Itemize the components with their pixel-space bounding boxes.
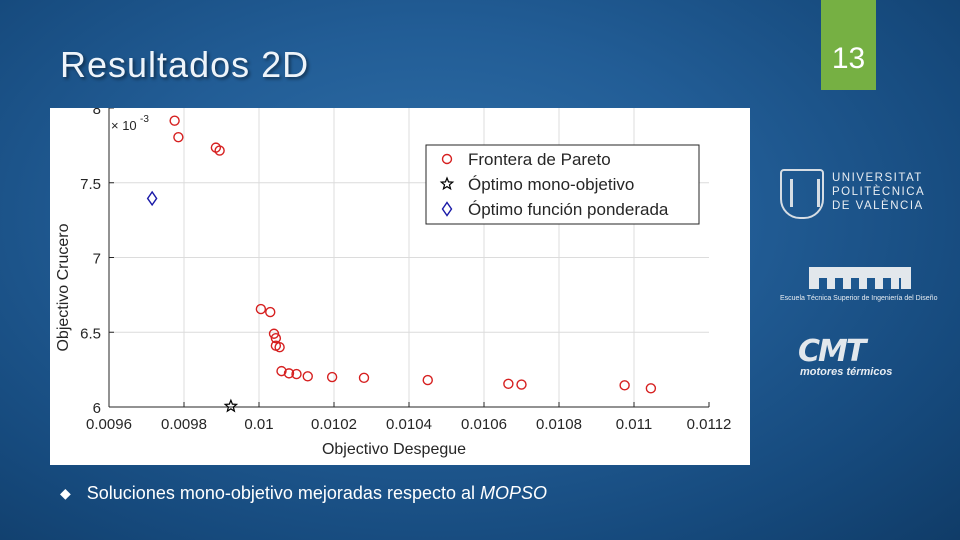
legend-label: Óptimo mono-objetivo <box>468 175 634 194</box>
etsid-logo: Escuela Técnica Superior de Ingeniería d… <box>780 267 938 307</box>
legend-label: Frontera de Pareto <box>468 150 611 169</box>
legend-marker-star <box>439 176 455 191</box>
data-point-circle <box>214 145 225 156</box>
etsid-building-icon <box>809 267 911 289</box>
diamond-bullet-icon: ◆ <box>60 485 71 501</box>
upv-name: UNIVERSITAT POLITÈCNICA DE VALÈNCIA <box>832 171 925 213</box>
page-number-badge: 13 <box>821 0 876 90</box>
data-point-circle <box>326 371 338 383</box>
data-point-circle <box>645 383 657 394</box>
x-tick-label: 0.01 <box>244 416 273 433</box>
data-point-circle <box>422 374 433 386</box>
etsid-text: Escuela Técnica Superior de Ingeniería d… <box>780 295 938 302</box>
y-tick-label: 6.5 <box>80 325 101 342</box>
data-point-circle <box>503 378 514 390</box>
upv-line-2: POLITÈCNICA <box>832 186 926 198</box>
x-tick-label: 0.0098 <box>161 416 207 433</box>
x-axis-label: Objectivo Despegue <box>322 441 466 458</box>
x-tick-label: 0.0096 <box>86 416 132 433</box>
data-point-circle <box>358 372 370 384</box>
bullet-emphasis: MOPSO <box>480 483 548 503</box>
data-point-circle <box>302 371 313 382</box>
upv-line-1: UNIVERSITAT <box>832 172 923 184</box>
bullet-text: Soluciones mono-objetivo mejoradas respe… <box>86 483 475 503</box>
data-point-circle <box>255 303 267 315</box>
x-tick-label: 0.0104 <box>386 416 432 433</box>
legend-label: Óptimo función ponderada <box>468 200 669 219</box>
data-point-circle <box>270 333 282 344</box>
data-point-star <box>223 398 239 413</box>
data-point-diamond <box>146 190 158 207</box>
data-point-circle <box>276 365 287 377</box>
upv-line-3: DE VALÈNCIA <box>832 200 924 212</box>
x-tick-label: 0.011 <box>616 416 652 433</box>
y-axis-label: Objectivo Crucero <box>55 223 72 351</box>
data-point-circle <box>291 368 302 380</box>
legend-marker-circle <box>441 153 453 165</box>
cmt-text: motores térmicos <box>800 366 893 378</box>
x-tick-label: 0.0112 <box>687 416 732 433</box>
x-tick-label: 0.0106 <box>461 416 507 433</box>
data-point-circle <box>283 368 295 379</box>
pareto-chart-svg: 0.0096 0.0098 0.01 0.0102 0.0104 0.0106 0.0108… <box>55 108 732 458</box>
legend-marker-diamond <box>441 201 453 217</box>
pareto-chart: 0.0096 0.0098 0.01 0.0102 0.0104 0.0106 0.0108… <box>50 108 750 465</box>
y-exponent-label: × 10 <box>111 118 137 133</box>
x-tick-label: 0.0108 <box>536 416 582 433</box>
slide-title: Resultados 2D <box>60 44 310 85</box>
cmt-logo: CMT motores térmicos <box>798 334 918 386</box>
bullet-point: ◆ Soluciones mono-objetivo mejoradas res… <box>60 483 547 504</box>
data-point-circle <box>265 306 276 318</box>
data-point-circle <box>619 380 630 391</box>
data-point-circle <box>173 131 184 143</box>
y-tick-label: 8 <box>93 108 101 118</box>
data-point-circle <box>169 115 180 126</box>
y-exponent-power: -3 <box>140 114 149 125</box>
y-tick-label: 6 <box>93 400 101 417</box>
data-point-circle <box>516 379 527 390</box>
y-tick-label: 7.5 <box>80 176 101 193</box>
upv-logo: UNIVERSITAT POLITÈCNICA DE VALÈNCIA <box>780 165 930 225</box>
cmt-mark: CMT <box>798 334 866 369</box>
y-tick-label: 7 <box>93 251 101 268</box>
x-tick-label: 0.0102 <box>311 416 357 433</box>
legend-box <box>425 144 700 225</box>
upv-seal-icon <box>780 169 824 219</box>
data-point-circle <box>274 341 285 353</box>
